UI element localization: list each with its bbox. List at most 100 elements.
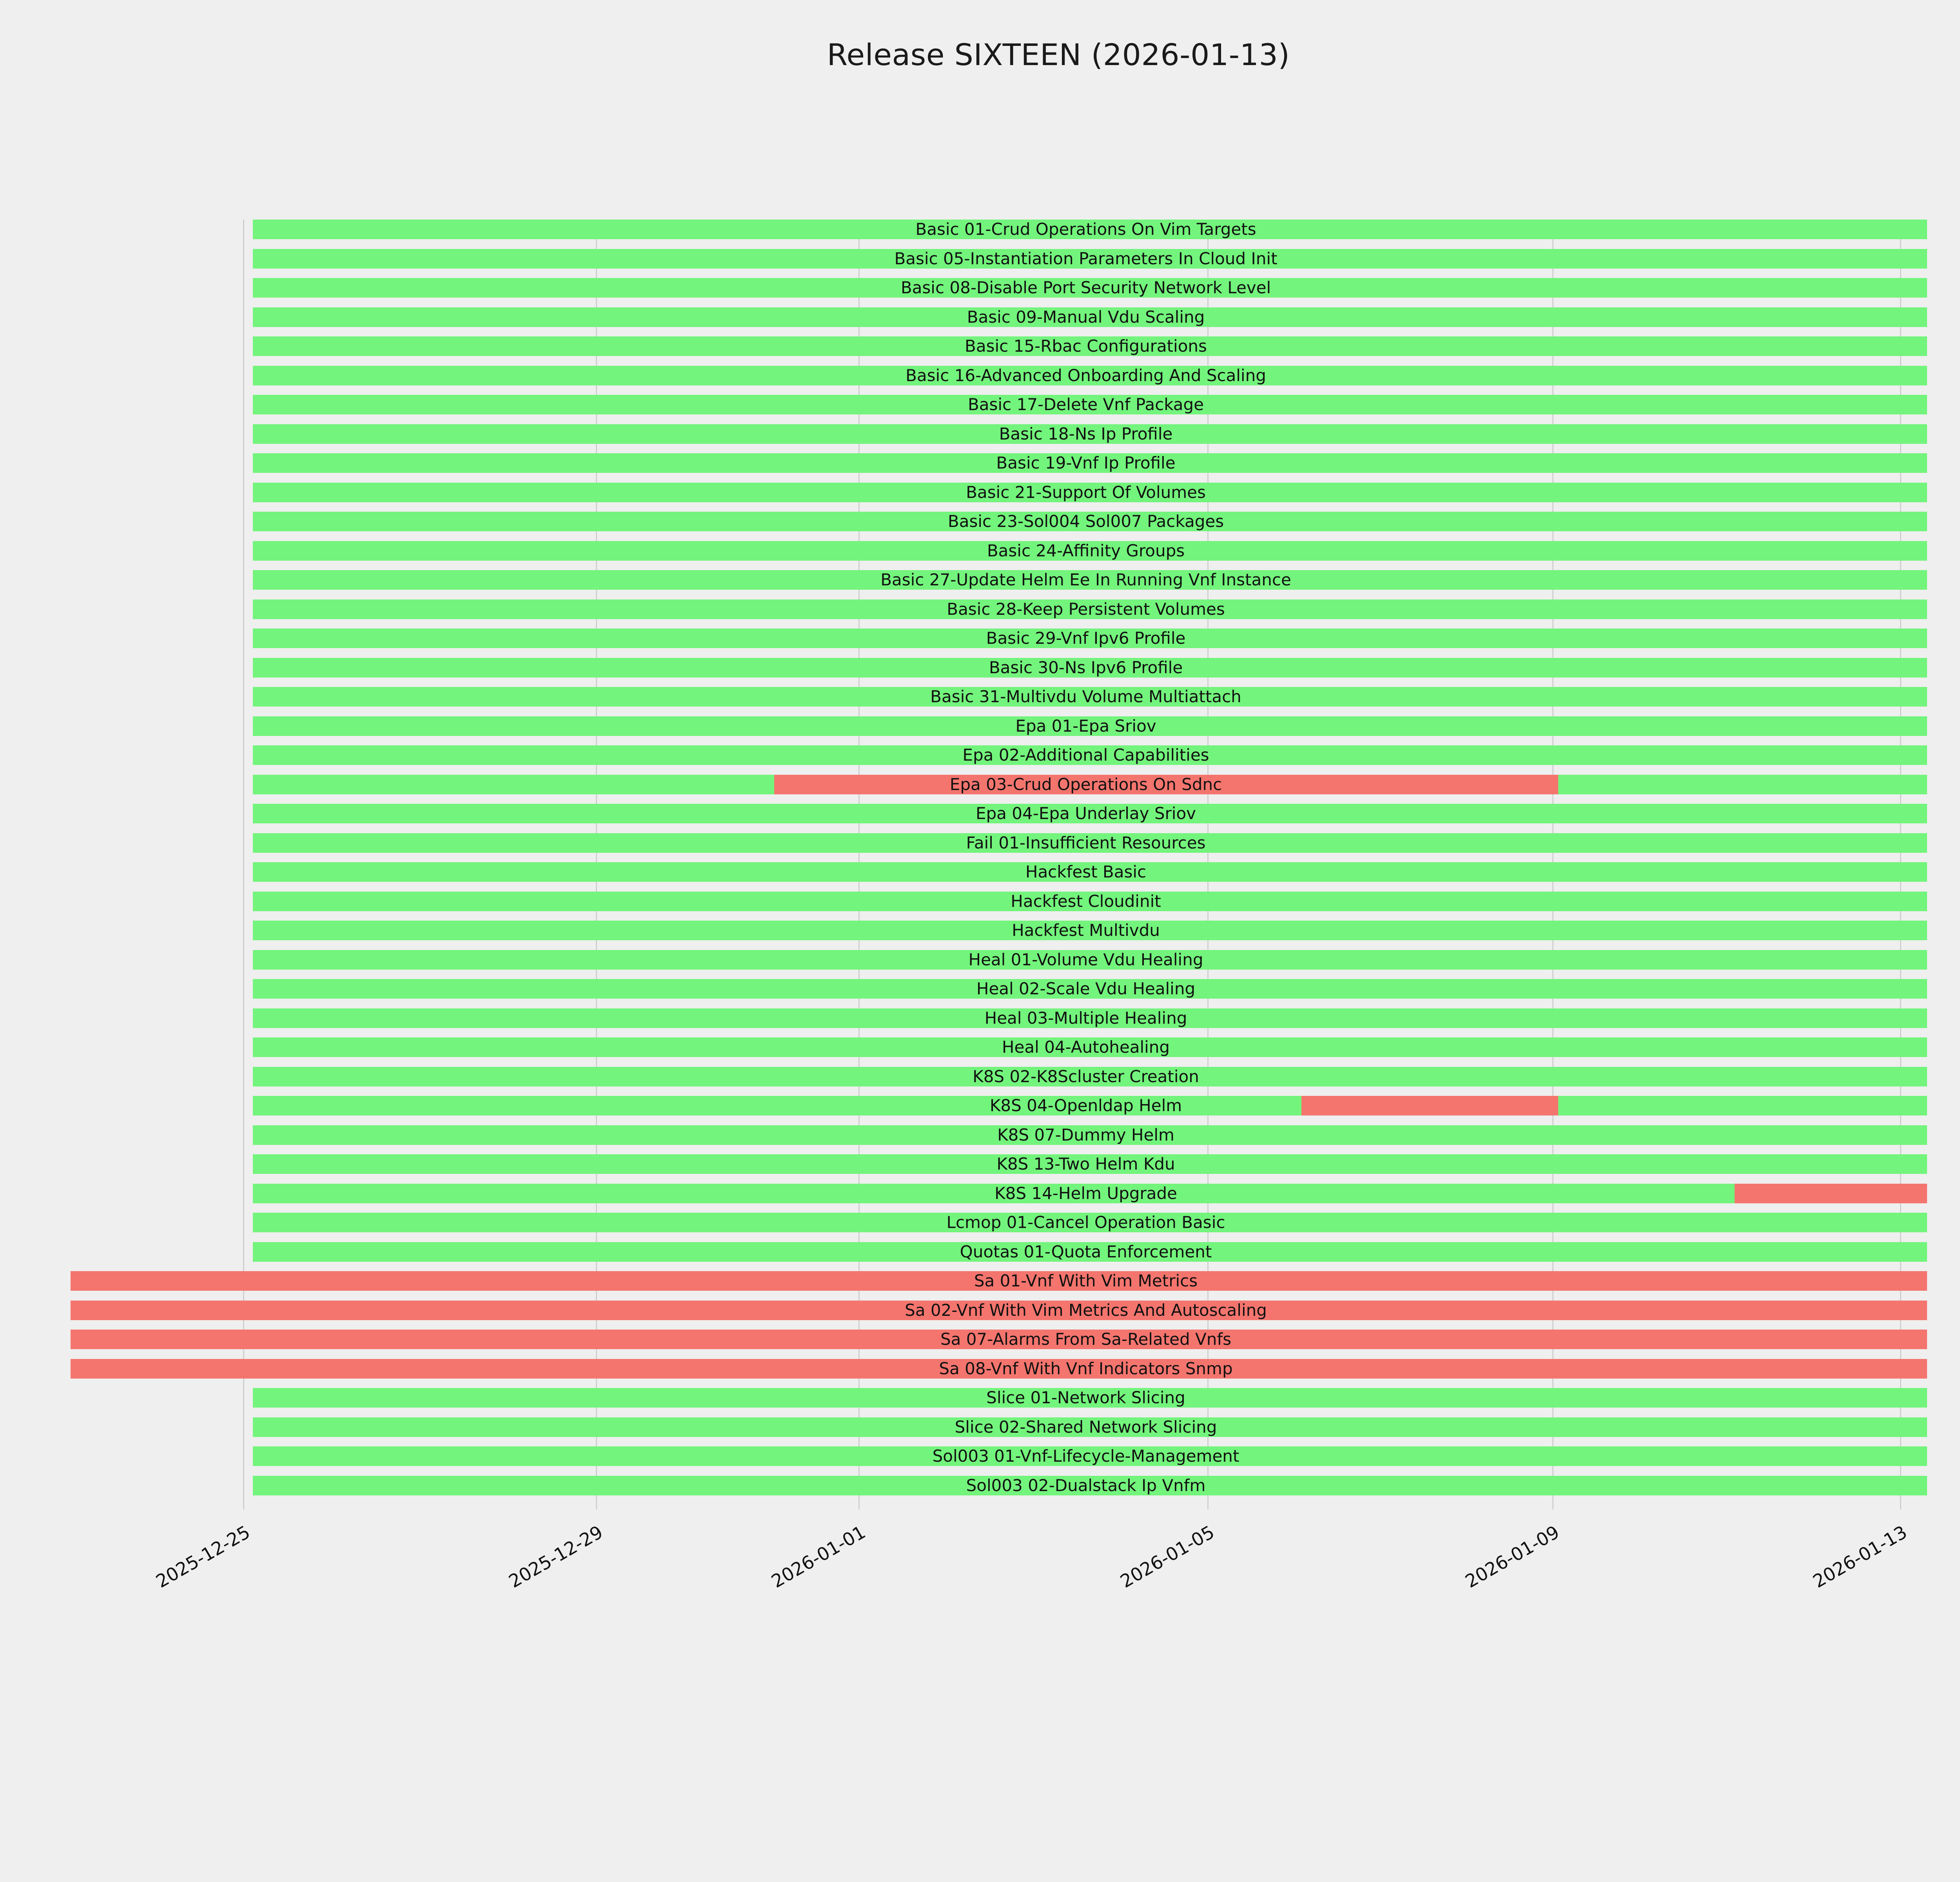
task-bar-segment-pass[interactable] [253,424,1927,444]
task-row[interactable]: Heal 02-Scale Vdu Healing [243,979,1929,999]
task-bar-segment-fail[interactable] [71,1330,1927,1349]
task-bar-segment-pass[interactable] [1558,1096,1927,1115]
task-bar-segment-pass[interactable] [253,220,1927,239]
task-row[interactable]: K8S 04-Openldap Helm [243,1096,1929,1115]
task-row[interactable]: Sa 07-Alarms From Sa-Related Vnfs [71,1330,1929,1349]
task-bar-segment-pass[interactable] [253,862,1927,882]
task-bar-segment-pass[interactable] [253,1037,1927,1057]
task-bar-segment-pass[interactable] [253,979,1927,999]
task-row[interactable]: Basic 30-Ns Ipv6 Profile [243,658,1929,678]
task-row[interactable]: Sol003 01-Vnf-Lifecycle-Management [243,1446,1929,1466]
x-tick-label: 2025-12-25 [152,1521,254,1592]
task-bar-segment-pass[interactable] [253,687,1927,707]
task-row[interactable]: Heal 01-Volume Vdu Healing [243,950,1929,970]
task-bar-segment-pass[interactable] [253,1183,1735,1203]
task-row[interactable]: Heal 03-Multiple Healing [243,1008,1929,1028]
task-bar-segment-pass[interactable] [253,1213,1927,1232]
task-bar-segment-pass[interactable] [253,745,1927,765]
task-bar-segment-pass[interactable] [253,891,1927,911]
task-bar-segment-pass[interactable] [253,336,1927,356]
task-bar-segment-pass[interactable] [253,833,1927,853]
task-row[interactable]: Slice 01-Network Slicing [243,1388,1929,1408]
task-bar-segment-fail[interactable] [71,1300,1927,1320]
task-row[interactable]: Basic 19-Vnf Ip Profile [243,453,1929,473]
task-row[interactable]: Heal 04-Autohealing [243,1037,1929,1057]
task-bar-segment-pass[interactable] [253,1242,1927,1262]
task-row[interactable]: K8S 13-Two Helm Kdu [243,1154,1929,1174]
task-row[interactable]: Sol003 02-Dualstack Ip Vnfm [243,1475,1929,1495]
task-row[interactable]: Epa 03-Crud Operations On Sdnc [243,774,1929,794]
task-bar-segment-pass[interactable] [253,1446,1927,1466]
task-row[interactable]: Hackfest Cloudinit [243,891,1929,911]
task-row[interactable]: Basic 09-Manual Vdu Scaling [243,307,1929,327]
x-tick-label: 2026-01-05 [1116,1521,1218,1592]
task-bar-segment-pass[interactable] [253,950,1927,970]
task-bar-segment-pass[interactable] [253,1154,1927,1174]
task-row[interactable]: Basic 23-Sol004 Sol007 Packages [243,512,1929,531]
task-row[interactable]: Basic 18-Ns Ip Profile [243,424,1929,444]
task-bar-segment-pass[interactable] [253,804,1927,823]
task-row[interactable]: Basic 05-Instantiation Parameters In Clo… [243,249,1929,269]
task-bar-segment-pass[interactable] [253,278,1927,298]
task-row[interactable]: Basic 21-Support Of Volumes [243,482,1929,502]
task-bar-segment-pass[interactable] [253,716,1927,736]
task-row[interactable]: Sa 01-Vnf With Vim Metrics [71,1271,1929,1291]
task-row[interactable]: Sa 02-Vnf With Vim Metrics And Autoscali… [71,1300,1929,1320]
task-row[interactable]: Epa 02-Additional Capabilities [243,745,1929,765]
task-row[interactable]: Basic 15-Rbac Configurations [243,336,1929,356]
task-bar-segment-pass[interactable] [253,1388,1927,1408]
task-bar-segment-pass[interactable] [253,774,774,794]
task-bar-segment-pass[interactable] [253,1008,1927,1028]
task-row[interactable]: Quotas 01-Quota Enforcement [243,1242,1929,1262]
task-row[interactable]: Slice 02-Shared Network Slicing [243,1417,1929,1437]
task-bar-segment-pass[interactable] [253,1125,1927,1145]
task-row[interactable]: Sa 08-Vnf With Vnf Indicators Snmp [71,1359,1929,1379]
task-bar-segment-pass[interactable] [253,570,1927,590]
task-bar-segment-fail[interactable] [1735,1183,1927,1203]
task-row[interactable]: Epa 04-Epa Underlay Sriov [243,804,1929,823]
task-bar-segment-pass[interactable] [253,453,1927,473]
task-row[interactable]: Basic 31-Multivdu Volume Multiattach [243,687,1929,707]
task-row[interactable]: Basic 27-Update Helm Ee In Running Vnf I… [243,570,1929,590]
task-bar-segment-pass[interactable] [253,482,1927,502]
task-bar-segment-fail[interactable] [71,1359,1927,1379]
task-row[interactable]: Basic 17-Delete Vnf Package [243,395,1929,414]
task-row[interactable]: Epa 01-Epa Sriov [243,716,1929,736]
task-row[interactable]: Basic 28-Keep Persistent Volumes [243,599,1929,619]
task-row[interactable]: Basic 01-Crud Operations On Vim Targets [243,220,1929,239]
task-row[interactable]: K8S 07-Dummy Helm [243,1125,1929,1145]
task-bar-segment-pass[interactable] [253,395,1927,414]
task-row[interactable]: Hackfest Basic [243,862,1929,882]
task-bar-segment-fail[interactable] [774,774,1558,794]
task-bar-segment-pass[interactable] [253,365,1927,385]
task-bar-segment-pass[interactable] [253,658,1927,678]
task-row[interactable]: Hackfest Multivdu [243,921,1929,940]
task-row[interactable]: Basic 08-Disable Port Security Network L… [243,278,1929,298]
task-bar-segment-pass[interactable] [253,512,1927,531]
task-bar-segment-fail[interactable] [1301,1096,1558,1115]
task-bar-segment-pass[interactable] [253,629,1927,648]
gridline-2025-12-25 [243,220,244,1510]
task-row[interactable]: Basic 29-Vnf Ipv6 Profile [243,629,1929,648]
task-bar-segment-pass[interactable] [253,307,1927,327]
task-bar-segment-pass[interactable] [253,249,1927,269]
task-row[interactable]: Basic 16-Advanced Onboarding And Scaling [243,365,1929,385]
x-tick-label: 2026-01-09 [1461,1521,1563,1592]
task-row[interactable]: K8S 02-K8Scluster Creation [243,1066,1929,1086]
task-row[interactable]: Lcmop 01-Cancel Operation Basic [243,1213,1929,1232]
task-row[interactable]: K8S 14-Helm Upgrade [243,1183,1929,1203]
x-tick-label: 2026-01-13 [1809,1521,1911,1592]
task-row[interactable]: Basic 24-Affinity Groups [243,541,1929,561]
task-bar-segment-pass[interactable] [253,1066,1927,1086]
task-bar-segment-fail[interactable] [71,1271,1927,1291]
task-bar-segment-pass[interactable] [253,599,1927,619]
task-bar-segment-pass[interactable] [253,921,1927,940]
task-bar-segment-pass[interactable] [253,1417,1927,1437]
x-tick-label: 2026-01-01 [768,1521,869,1592]
task-bar-segment-pass[interactable] [1558,774,1927,794]
task-bar-segment-pass[interactable] [253,1096,1301,1115]
task-row[interactable]: Fail 01-Insufficient Resources [243,833,1929,853]
task-bar-segment-pass[interactable] [253,1475,1927,1495]
task-bar-segment-pass[interactable] [253,541,1927,561]
